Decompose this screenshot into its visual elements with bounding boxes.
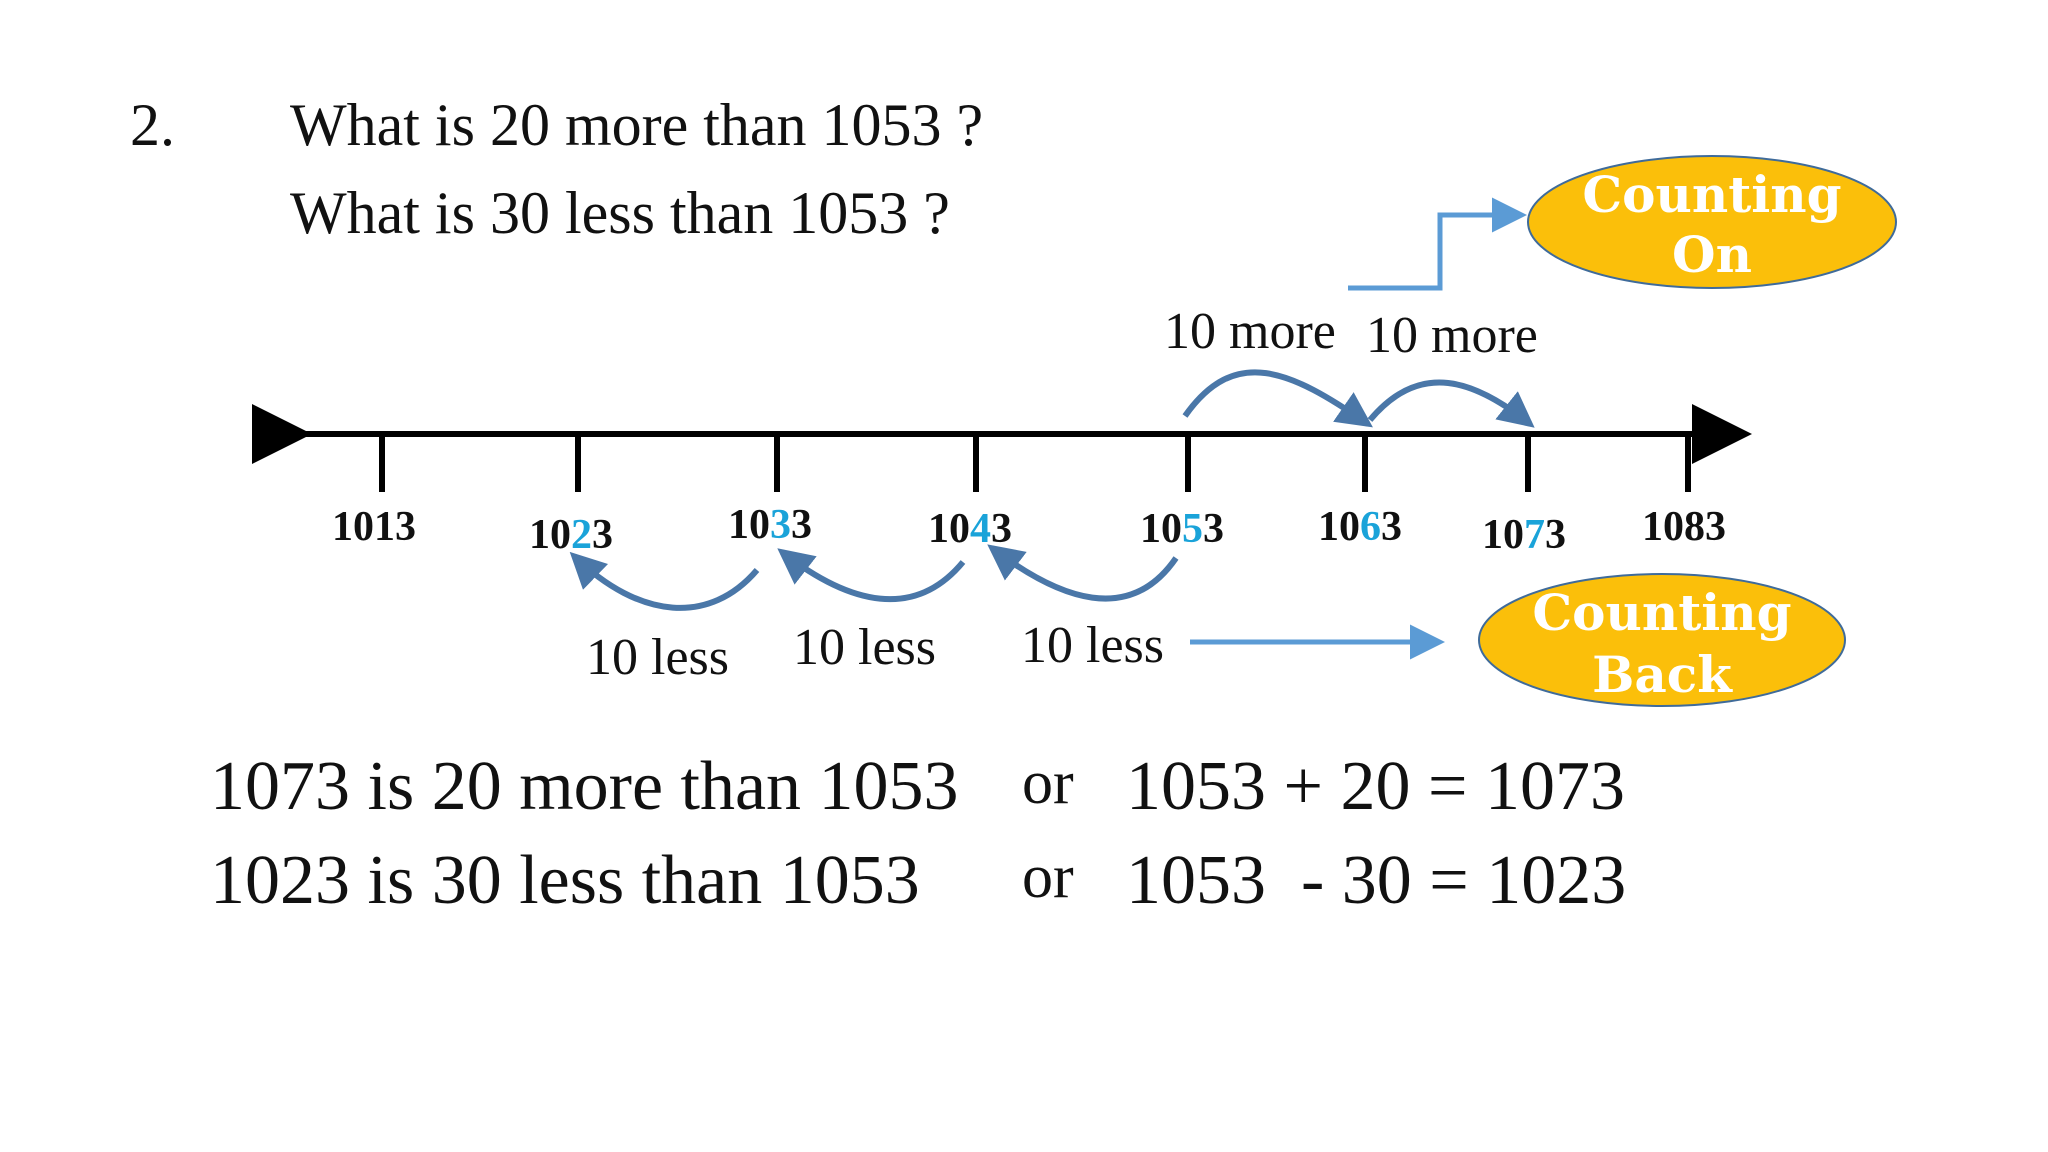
equation-1: 1053 + 20 = 1073 xyxy=(1126,748,1625,825)
more-label-1: 10 more xyxy=(1164,303,1336,360)
tick-label-1013: 1013 xyxy=(332,504,416,550)
number-line-ticks xyxy=(379,434,1691,492)
tick-label-1053: 1053 xyxy=(1140,506,1224,552)
statement-line-1: 1073 is 20 more than 1053 xyxy=(210,748,959,825)
counting-back-label-1: Counting xyxy=(1532,583,1791,642)
tick-label-1023: 1023 xyxy=(529,512,613,558)
tick-label-1033: 1033 xyxy=(728,502,812,548)
equation-2: 1053 - 30 = 1023 xyxy=(1126,842,1627,919)
less-label-3: 10 less xyxy=(1021,617,1164,674)
more-arrow-2 xyxy=(1367,379,1535,428)
more-label-2: 10 more xyxy=(1366,307,1538,364)
tick-label-1083: 1083 xyxy=(1642,504,1726,550)
more-arrow-1 xyxy=(1182,369,1373,428)
tick-label-1063: 1063 xyxy=(1318,504,1402,550)
question-line-2: What is 30 less than 1053 ? xyxy=(290,180,950,246)
counting-on-connector xyxy=(1348,197,1527,291)
counting-on-label-2: On xyxy=(1672,225,1752,284)
tick-label-1073: 1073 xyxy=(1482,512,1566,558)
counting-on-badge xyxy=(1527,155,1897,289)
counting-back-badge xyxy=(1478,573,1846,707)
or-1: or xyxy=(1022,749,1074,817)
less-arrow-1 xyxy=(987,544,1179,602)
or-2: or xyxy=(1022,843,1074,911)
less-label-1: 10 less xyxy=(586,629,729,686)
statement-line-2: 1023 is 30 less than 1053 xyxy=(210,842,920,919)
question-number: 2. xyxy=(130,92,175,158)
less-arrow-3 xyxy=(569,551,760,611)
counting-back-label-2: Back xyxy=(1592,645,1733,704)
less-arrow-2 xyxy=(777,548,966,603)
less-label-2: 10 less xyxy=(793,619,936,676)
question-line-1: What is 20 more than 1053 ? xyxy=(290,92,984,158)
tick-label-1043: 1043 xyxy=(928,506,1012,552)
counting-on-label-1: Counting xyxy=(1582,165,1841,224)
